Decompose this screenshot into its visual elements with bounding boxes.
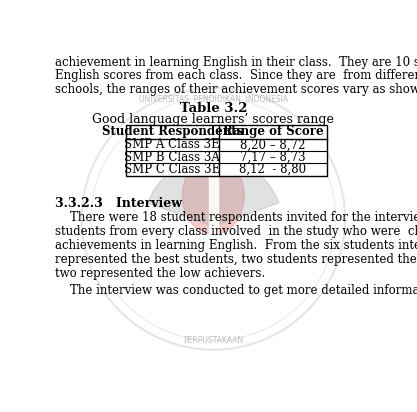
Text: Good language learners’ scores range: Good language learners’ scores range (93, 113, 334, 126)
Text: Range of Score: Range of Score (223, 125, 323, 138)
Text: There were 18 student respondents invited for the interviews.  They were six: There were 18 student respondents invite… (55, 211, 417, 224)
Wedge shape (148, 157, 214, 227)
Text: achievement in learning English in their class.  They are 10 students with the h: achievement in learning English in their… (55, 56, 417, 69)
Bar (208, 176, 218, 238)
Text: represented the best students, two students represented the average ones and the: represented the best students, two stude… (55, 253, 417, 266)
Text: achievements in learning English.  From the six students interviewed, two studen: achievements in learning English. From t… (55, 239, 417, 252)
Text: two represented the low achievers.: two represented the low achievers. (55, 267, 265, 280)
Text: The interview was conducted to get more detailed information and to: The interview was conducted to get more … (55, 283, 417, 297)
Text: UNIVERSITAS  PENDIDIKAN  INDONESIA: UNIVERSITAS PENDIDIKAN INDONESIA (139, 95, 288, 104)
Text: 3.3.2.3   Interview: 3.3.2.3 Interview (55, 197, 182, 210)
Text: PERPUSTAKAAN: PERPUSTAKAAN (183, 336, 244, 345)
Text: SMP C Class 3E: SMP C Class 3E (124, 163, 220, 176)
Text: schools, the ranges of their achievement scores vary as shown in Table 3.2.: schools, the ranges of their achievement… (55, 83, 417, 96)
Ellipse shape (182, 157, 244, 234)
Wedge shape (214, 157, 279, 227)
Text: 7,17 – 8,73: 7,17 – 8,73 (240, 151, 306, 164)
Text: 8,12  - 8,80: 8,12 - 8,80 (239, 163, 306, 176)
Ellipse shape (203, 146, 224, 176)
Text: SMP B Class 3A: SMP B Class 3A (124, 151, 220, 164)
Text: SMP A Class 3E: SMP A Class 3E (124, 138, 220, 152)
Text: Student Respondents: Student Respondents (102, 125, 243, 138)
Text: 8,20 – 8,72: 8,20 – 8,72 (240, 138, 306, 152)
Bar (126, 125, 327, 176)
Text: students from every class involved  in the study who were  chosen  based on thei: students from every class involved in th… (55, 225, 417, 238)
Text: English scores from each class.  Since they are  from different  classes of diff: English scores from each class. Since th… (55, 70, 417, 82)
Text: Table 3.2: Table 3.2 (180, 102, 247, 115)
